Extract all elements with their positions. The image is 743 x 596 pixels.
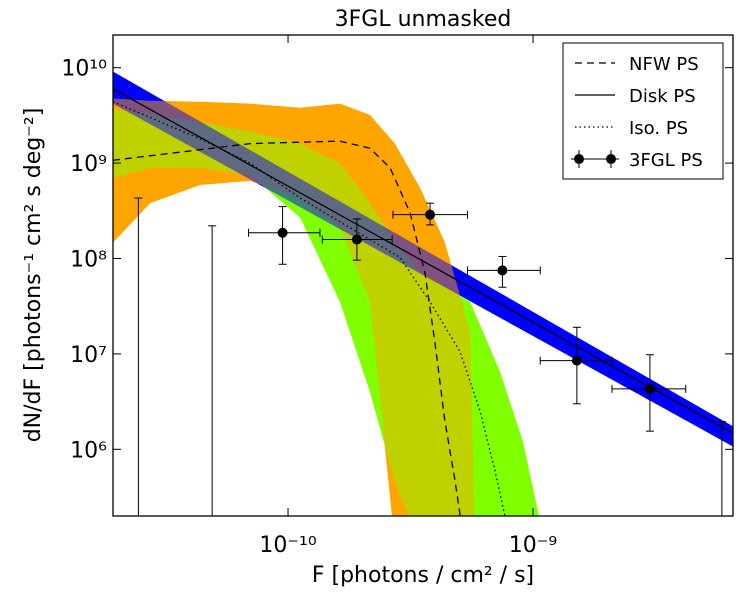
plot-area <box>113 71 733 516</box>
point <box>351 234 362 245</box>
y-tick-label: 10⁷ <box>70 343 107 368</box>
y-tick-label: 10⁸ <box>70 247 107 272</box>
line <box>113 101 506 516</box>
legend-label: Iso. PS <box>629 118 688 139</box>
chart-title: 3FGL unmasked <box>335 7 512 32</box>
legend-label: NFW PS <box>629 54 699 75</box>
point <box>571 355 582 366</box>
legend-swatch <box>574 154 584 164</box>
y-tick-label: 10⁹ <box>70 152 107 177</box>
legend-swatch <box>606 154 616 164</box>
legend-box <box>562 42 724 180</box>
y-tick-label: 10¹⁰ <box>61 57 107 82</box>
point <box>277 227 288 238</box>
x-tick-label: 10⁻¹⁰ <box>259 533 316 558</box>
point <box>425 209 436 220</box>
line <box>113 140 461 516</box>
band <box>113 71 733 447</box>
legend-label: Disk PS <box>629 86 696 107</box>
point <box>497 265 508 276</box>
axes: 10⁻¹⁰ 10⁻⁹ 10⁶ 10⁷ 10⁸ 10⁹ 10¹⁰ NFW PS Disk PS Is… <box>61 34 734 558</box>
x-axis-label: F [photons / cm² / s] <box>312 563 534 588</box>
x-tick-label: 10⁻⁹ <box>509 533 557 558</box>
band <box>113 108 539 516</box>
y-axis-label: dN/dF [photons⁻¹ cm² s deg⁻²] <box>21 108 46 443</box>
legend-label: 3FGL PS <box>629 150 703 171</box>
y-tick-label: 10⁶ <box>70 438 107 463</box>
plot-frame <box>112 34 734 517</box>
point <box>644 383 655 394</box>
